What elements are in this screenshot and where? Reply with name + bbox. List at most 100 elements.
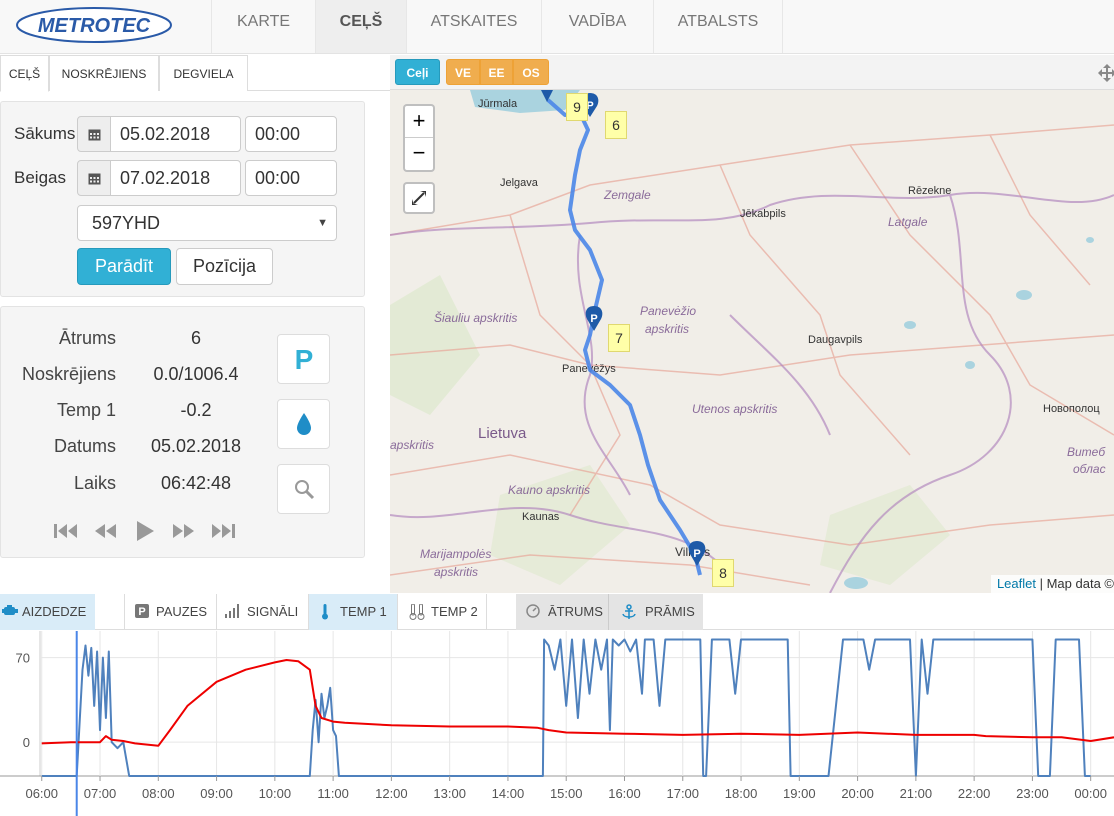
tab-signali-label: SIGNĀLI (247, 604, 299, 619)
zoom-control: + − (403, 104, 435, 172)
top-navbar: METROTEC KARTE CEĻŠ ATSKAITES VADĪBA ATB… (0, 0, 1114, 54)
map-label-novopolotsk: Новополоц (1043, 403, 1100, 415)
chart-x-tick-label: 15:00 (550, 786, 583, 801)
fullscreen-button[interactable] (403, 182, 435, 214)
drop-icon (296, 413, 311, 435)
map-label-apskritis-1: apskritis (645, 322, 689, 336)
thermometer-pair-icon (409, 604, 425, 620)
map-label-jekabpils: Jēkabpils (740, 208, 786, 220)
start-time-input[interactable]: 00:00 (245, 116, 337, 152)
marker-label-6[interactable]: 6 (605, 111, 627, 139)
chart-y-tick-label: 0 (23, 735, 30, 750)
roads-button[interactable]: Ceļi (395, 59, 440, 85)
chart-x-tick-label: 22:00 (958, 786, 991, 801)
tab-signali[interactable]: SIGNĀLI (216, 594, 308, 630)
map-label-kaunas: Kaunas (522, 511, 560, 523)
zoom-to-position-button[interactable] (277, 464, 330, 514)
map-view[interactable]: Jūrmala Jelgava Zemgale Rēzekne Jēkabpil… (390, 55, 1114, 593)
tab-atrums-label: ĀTRUMS (548, 604, 603, 619)
layer-os-button[interactable]: OS (513, 59, 549, 85)
fuel-toggle-button[interactable] (277, 399, 330, 449)
telemetry-chart[interactable]: 0 70 06:00 07:00 08:00 09:00 10:00 11:00 12:00 1… (0, 631, 1114, 816)
chart-x-tick-label: 20:00 (841, 786, 874, 801)
chart-x-tick-label: 11:00 (317, 786, 349, 801)
svg-text:P: P (294, 345, 313, 373)
leaflet-link[interactable]: Leaflet (996, 576, 1036, 591)
play-icon[interactable] (130, 519, 160, 543)
show-button[interactable]: Parādīt (77, 248, 171, 285)
skip-to-start-icon[interactable] (51, 519, 81, 543)
tab-aizdedze-label: AIZDEDZE (22, 604, 87, 619)
mileage-value: 0.0/1006.4 (153, 364, 239, 384)
parking-toggle-button[interactable]: P (277, 334, 330, 384)
map-label-lietuva: Lietuva (478, 425, 527, 442)
chart-x-tick-label: 08:00 (142, 786, 175, 801)
info-panel: Ātrums 6 Noskrējiens 0.0/1006.4 Temp 1 -… (0, 306, 365, 558)
nav-karte[interactable]: KARTE (211, 0, 315, 53)
marker-pin-start (541, 90, 553, 102)
tab-temp1-label: TEMP 1 (340, 604, 387, 619)
signal-icon (225, 604, 239, 618)
temp-label: Temp 1 (56, 400, 116, 420)
nav-atbalsts[interactable]: ATBALSTS (653, 0, 783, 53)
nav-cels[interactable]: CEĻŠ (315, 0, 406, 53)
thermometer-icon (322, 604, 328, 620)
svg-text:P: P (586, 100, 593, 112)
marker-label-8[interactable]: 8 (712, 559, 734, 587)
tab-temp2[interactable]: TEMP 2 (397, 594, 487, 630)
map-label-panevezio: Panevėžio (640, 304, 696, 318)
svg-text:P: P (138, 606, 145, 618)
start-label: Sākums (14, 124, 76, 143)
mileage-label: Noskrējiens (21, 364, 116, 384)
tab-pauzes[interactable]: P PAUZES (124, 594, 216, 630)
anchor-icon (622, 604, 636, 619)
fast-forward-icon[interactable] (169, 519, 199, 543)
parking-icon: P (135, 604, 149, 618)
map-toolbar: Ceļi VE EE OS (390, 55, 1114, 90)
zoom-out-button[interactable]: − (412, 140, 426, 165)
nav-atskaites[interactable]: ATSKAITES (406, 0, 541, 53)
marker-pin-7: P (585, 306, 603, 331)
move-arrows-icon[interactable] (1098, 64, 1114, 82)
layer-ve-button[interactable]: VE (446, 59, 480, 85)
speed-label: Ātrums (58, 328, 116, 348)
end-time-input[interactable]: 00:00 (245, 160, 337, 196)
zoom-in-button[interactable]: + (405, 106, 433, 138)
calendar-icon[interactable] (77, 160, 111, 196)
svg-text:P: P (590, 313, 597, 325)
map-data-text: | Map data © (1036, 576, 1114, 591)
marker-label-9[interactable]: 9 (566, 93, 588, 121)
chart-y-tick-label: 70 (16, 651, 30, 666)
vehicle-select-value: 597YHD (92, 213, 161, 233)
tab-temp1[interactable]: TEMP 1 (308, 594, 397, 630)
expand-icon (412, 191, 426, 205)
tab-pramis[interactable]: PRĀMIS (608, 594, 703, 630)
time-value: 06:42:48 (160, 473, 232, 493)
tab-cels[interactable]: CEĻŠ (0, 55, 49, 92)
brand-logo[interactable]: METROTEC (14, 5, 174, 45)
tab-noskrejiens[interactable]: NOSKRĒJIENS (49, 55, 159, 91)
marker-label-7[interactable]: 7 (608, 324, 630, 352)
calendar-icon[interactable] (77, 116, 111, 152)
chart-x-tick-label: 10:00 (259, 786, 292, 801)
route-form-panel: Sākums 05.02.2018 00:00 Beigas 07.02.201… (0, 101, 365, 297)
position-button[interactable]: Pozīcija (176, 248, 273, 285)
speed-series-line (41, 638, 1091, 777)
tab-atrums[interactable]: ĀTRUMS (516, 594, 608, 630)
svg-text:P: P (693, 548, 700, 560)
skip-to-end-icon[interactable] (209, 519, 239, 543)
start-date-input[interactable]: 05.02.2018 (110, 116, 241, 152)
layer-ee-button[interactable]: EE (480, 59, 513, 85)
tab-degviela[interactable]: DEGVIELA (159, 55, 248, 91)
tab-aizdedze[interactable]: AIZDEDZE (0, 594, 95, 630)
left-tabs: CEĻŠ NOSKRĒJIENS DEGVIELA (0, 55, 390, 92)
chart-x-tick-label: 21:00 (900, 786, 933, 801)
chart-series (41, 638, 1114, 777)
map-label-apskritis-3: apskritis (434, 565, 478, 579)
nav-vadiba[interactable]: VADĪBA (541, 0, 653, 53)
vehicle-select[interactable]: 597YHD ▼ (77, 205, 337, 241)
map-label-utenos: Utenos apskritis (692, 402, 777, 416)
rewind-icon[interactable] (90, 519, 120, 543)
end-date-input[interactable]: 07.02.2018 (110, 160, 241, 196)
